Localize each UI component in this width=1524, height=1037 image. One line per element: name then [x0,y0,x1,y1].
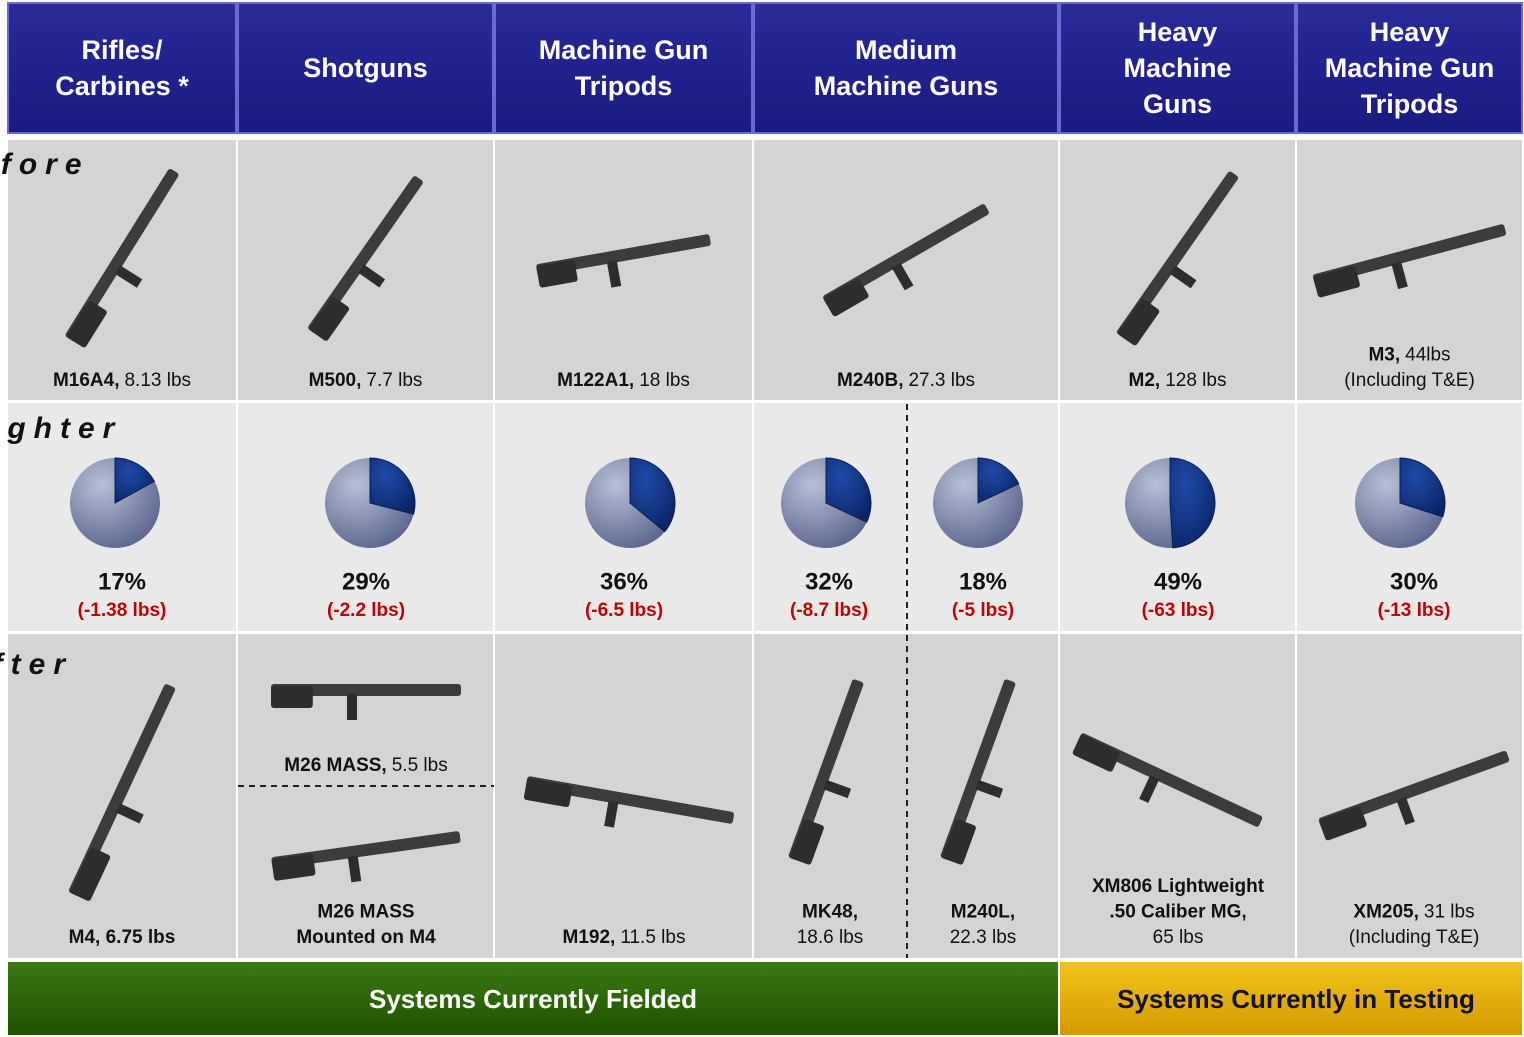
item-detail: 8.13 lbs [124,370,191,391]
item-label: 65 lbs [1153,927,1204,948]
item-name: XM205, [1353,902,1418,923]
item-detail: 18.6 lbs [797,927,864,948]
footer-text: Systems Currently Fielded [369,984,697,1014]
item-name: M500, [309,370,362,391]
item-detail: 22.3 lbs [950,927,1017,948]
header-text: Tripods [575,71,673,101]
item-name: .50 Caliber MG, [1109,902,1246,923]
item-name: M16A4, [53,370,120,391]
item-detail: 128 lbs [1165,370,1226,391]
item-label: XM205, 31 lbs [1353,902,1474,923]
item-label: M3,44lbs [1368,345,1450,366]
item-name: M26 MASS [317,902,414,923]
item-label: M122A1,18 lbs [557,370,690,391]
item-label: (Including T&E) [1344,370,1475,391]
item-label: M192,11.5 lbs [563,927,686,948]
header-text: Shotguns [303,53,427,83]
percent-label: 36% [600,568,648,595]
item-name: M192, [563,927,616,948]
cell [754,140,1058,400]
percent-label: 30% [1390,568,1438,595]
weight-delta: (-6.5 lbs) [585,600,663,621]
weight-delta: (-63 lbs) [1142,600,1215,621]
header-text: Machine Guns [814,71,999,101]
item-label: M2,128 lbs [1129,370,1227,391]
item-label: XM806 Lightweight [1092,876,1265,897]
weight-delta: (-1.38 lbs) [78,600,167,621]
item-name: MK48, [802,902,858,923]
item-detail: 7.7 lbs [366,370,422,391]
item-name: Mounted on M4 [296,927,436,948]
header-text: Tripods [1361,89,1459,119]
weight-delta: (-5 lbs) [952,600,1014,621]
item-detail: 31 lbs [1424,902,1475,923]
item-label: M500,7.7 lbs [309,370,423,391]
item-label: M26 MASS [317,902,414,923]
item-detail: 5.5 lbs [392,755,448,776]
header-text: Machine [1123,53,1231,83]
row-label: % Lighter [0,412,122,445]
percent-label: 32% [805,568,853,595]
percent-label: 17% [98,568,146,595]
header-text: Guns [1143,89,1212,119]
weapon-stock [271,686,313,708]
item-label: 18.6 lbs [797,927,864,948]
percent-label: 49% [1154,568,1202,595]
row-label: Before [0,148,90,181]
item-label: (Including T&E) [1349,927,1480,948]
item-name: M122A1, [557,370,634,391]
item-label: 22.3 lbs [950,927,1017,948]
item-detail: (Including T&E) [1349,927,1480,948]
cell [495,140,752,400]
header-cell [754,3,1058,133]
header-text: Machine Gun [539,35,709,65]
percent-label: 29% [342,568,390,595]
item-detail: 18 lbs [639,370,690,391]
item-name: M240L, [951,902,1015,923]
header-text: Medium [855,35,957,65]
header-cell [8,3,236,133]
item-name: M2, [1129,370,1161,391]
weight-delta: (-8.7 lbs) [790,600,868,621]
weapon-grip [347,694,357,720]
item-label: M240L, [951,902,1015,923]
header-text: Heavy [1370,17,1450,47]
item-detail: 27.3 lbs [908,370,975,391]
item-name: M26 MASS, [284,755,386,776]
item-label: M4, 6.75 lbs [69,927,176,948]
weight-delta: (-13 lbs) [1378,600,1451,621]
row-label: After [0,648,73,681]
item-name: XM806 Lightweight [1092,876,1265,897]
item-name: M4, 6.75 lbs [69,927,176,948]
item-detail: (Including T&E) [1344,370,1475,391]
item-label: .50 Caliber MG, [1109,902,1246,923]
header-text: Rifles/ [81,35,163,65]
item-name: M240B, [837,370,904,391]
item-label: MK48, [802,902,858,923]
header-text: Machine Gun [1325,53,1495,83]
header-cell [495,3,752,133]
item-label: M26 MASS, 5.5 lbs [284,755,447,776]
item-name: M3, [1368,345,1400,366]
item-detail: 65 lbs [1153,927,1204,948]
item-detail: 44lbs [1405,345,1450,366]
item-detail: 11.5 lbs [620,927,685,948]
header-text: Carbines * [55,71,189,101]
percent-label: 18% [959,568,1007,595]
item-label: Mounted on M4 [296,927,436,948]
weight-delta: (-2.2 lbs) [327,600,405,621]
header-text: Heavy [1138,17,1218,47]
weapons-infographic: Rifles/Carbines * Shotguns Machine Gun Trip… [0,0,1524,1037]
footer-text: Systems Currently in Testing [1117,984,1475,1014]
